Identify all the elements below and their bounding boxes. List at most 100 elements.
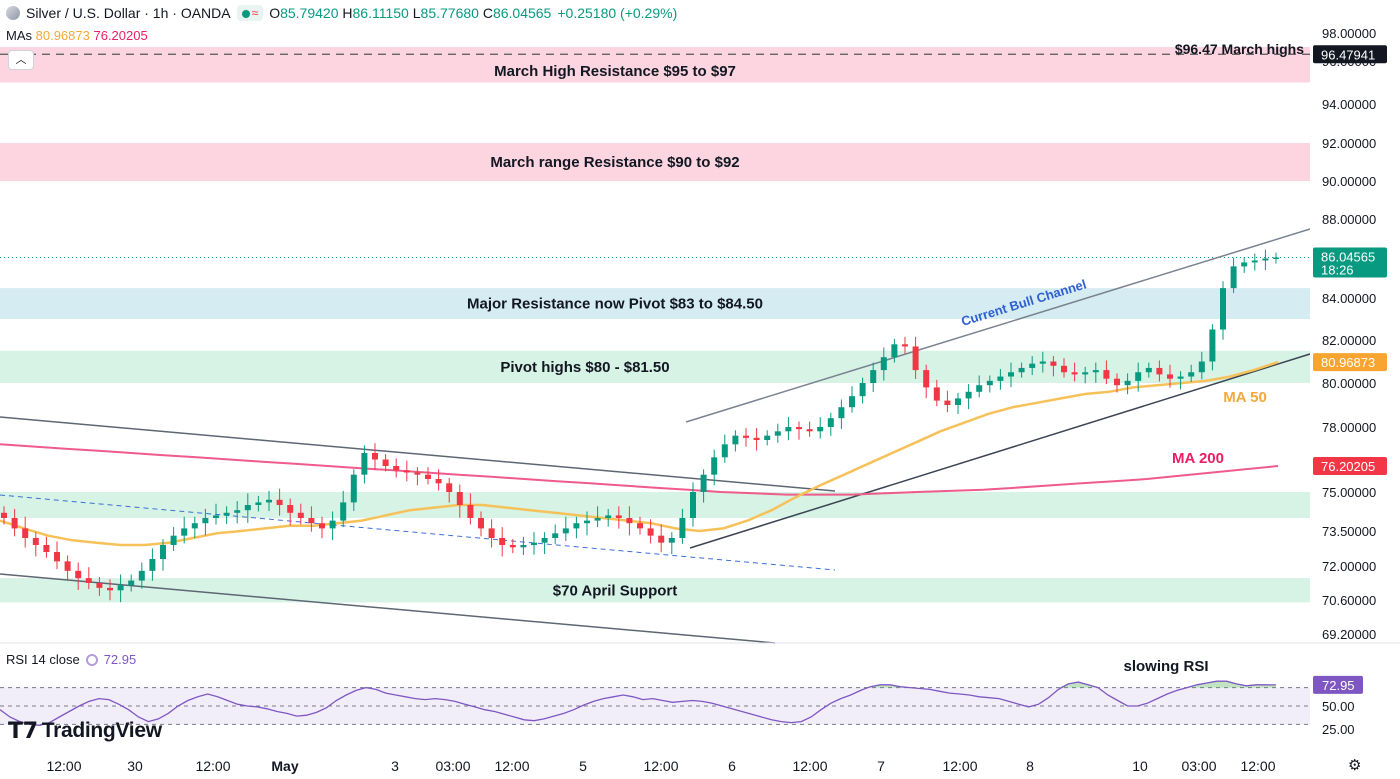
- time-tick-label: 12:00: [494, 758, 529, 774]
- candle-body: [690, 492, 696, 518]
- candle-body: [1103, 370, 1110, 379]
- price-label-ma50: [1313, 353, 1387, 372]
- price-label-countdown: 18:26: [1321, 263, 1354, 278]
- candle-body: [902, 344, 908, 347]
- price-label-line: [1313, 45, 1387, 64]
- price-axis-bg: [1310, 0, 1400, 779]
- rsi-legend[interactable]: RSI 14 close 72.95: [6, 652, 136, 667]
- candle-body: [435, 479, 442, 484]
- candle-body: [626, 518, 633, 524]
- candle-body: [54, 552, 60, 562]
- candle-body: [743, 435, 749, 438]
- candle-body: [859, 383, 866, 397]
- candle-body: [255, 502, 262, 505]
- candle-body: [647, 528, 654, 536]
- time-tick-label: 03:00: [435, 758, 470, 774]
- candle-body: [1167, 374, 1173, 379]
- price-tick-label: 75.00000: [1322, 485, 1376, 500]
- ohlc-readout: O85.79420 H86.11150 L85.77680 C86.04565: [269, 5, 552, 21]
- price-tick-label: 69.20000: [1322, 627, 1376, 642]
- wave-icon: ≈: [251, 6, 259, 20]
- settings-gear-icon[interactable]: ⚙: [1348, 757, 1362, 774]
- ma200-label: MA 200: [1172, 450, 1224, 467]
- candle-body: [149, 559, 156, 571]
- time-tick-label: 12:00: [942, 758, 977, 774]
- market-status-pill[interactable]: ≈: [236, 5, 264, 21]
- candle-body: [414, 472, 421, 475]
- bull-channel-upper: [685, 228, 1311, 423]
- candle-body: [213, 515, 219, 518]
- candle-body: [594, 518, 601, 521]
- candle-body: [552, 533, 559, 538]
- candle-body: [1124, 380, 1131, 386]
- zone-label-1: March range Resistance $90 to $92: [490, 154, 739, 171]
- candle-body: [1114, 378, 1120, 386]
- price-tick-label: 92.00000: [1322, 136, 1376, 151]
- close-value: 86.04565: [492, 5, 552, 21]
- rsi-note: slowing RSI: [1123, 658, 1208, 675]
- market-open-dot-icon: [241, 10, 250, 18]
- change-value: +0.25180 (+0.29%): [557, 5, 678, 21]
- candle-body: [403, 470, 410, 473]
- candle-body: [1209, 329, 1216, 362]
- candle-body: [425, 474, 431, 479]
- candle-body: [891, 344, 898, 358]
- candle-body: [827, 418, 834, 427]
- time-tick-label: 12:00: [1240, 758, 1275, 774]
- candle-body: [1092, 370, 1099, 373]
- candle-body: [350, 474, 357, 503]
- candle-body: [668, 538, 675, 543]
- candle-body: [117, 585, 124, 591]
- candle-body: [446, 483, 453, 492]
- candle-body: [276, 499, 283, 505]
- candle-body: [340, 502, 347, 521]
- candle-body: [1, 512, 7, 518]
- candle-body: [393, 466, 400, 471]
- candle-body: [43, 545, 50, 552]
- time-tick-label: 03:00: [1181, 758, 1216, 774]
- zone-1: [0, 143, 1310, 181]
- candle-body: [933, 387, 940, 401]
- candle-body: [806, 429, 813, 432]
- rsi-overbought-fill: [880, 684, 891, 688]
- symbol-title[interactable]: Silver / U.S. Dollar · 1h · OANDA: [26, 5, 231, 21]
- time-tick-label: 5: [579, 758, 587, 774]
- march-highs-label: $96.47 March highs: [1175, 41, 1304, 57]
- bear-channel-lower: [0, 573, 776, 644]
- candle-body: [308, 518, 315, 524]
- time-tick-label: 6: [728, 758, 736, 774]
- zone-label-5: $70 April Support: [553, 582, 677, 599]
- candle-body: [986, 380, 993, 386]
- candle-body: [774, 431, 781, 436]
- candle-body: [838, 407, 845, 419]
- collapse-legend-button[interactable]: ︿: [8, 50, 34, 70]
- candle-body: [562, 528, 569, 534]
- open-value: 85.79420: [280, 5, 339, 21]
- candle-body: [700, 474, 707, 492]
- bull-channel-lower: [689, 353, 1311, 549]
- rsi-legend-label: RSI 14 close: [6, 652, 80, 667]
- candle-body: [1177, 376, 1184, 379]
- price-label-text: 76.20205: [1321, 459, 1375, 474]
- candle-body: [191, 523, 198, 529]
- candle-body: [605, 515, 612, 518]
- candle-body: [679, 518, 686, 538]
- rsi-overbought-fill: [1226, 681, 1237, 688]
- zone-3: [0, 350, 1310, 383]
- candle-body: [764, 435, 771, 440]
- candle-body: [1029, 363, 1036, 368]
- candle-body: [488, 528, 495, 538]
- candle-body: [138, 570, 145, 581]
- price-label-text: 80.96873: [1321, 355, 1375, 370]
- ma-legend[interactable]: MAs 80.96873 76.20205: [6, 28, 148, 43]
- candle-body: [711, 457, 718, 475]
- candle-body: [382, 459, 389, 466]
- candle-body: [11, 518, 18, 529]
- rsi-tick-label: 25.00: [1322, 722, 1355, 737]
- candle-body: [1230, 266, 1237, 289]
- candle-body: [319, 523, 325, 529]
- candle-body: [329, 520, 336, 529]
- tradingview-logo[interactable]: 𝗧𝟳 TradingView: [8, 718, 162, 744]
- candle-body: [372, 453, 378, 460]
